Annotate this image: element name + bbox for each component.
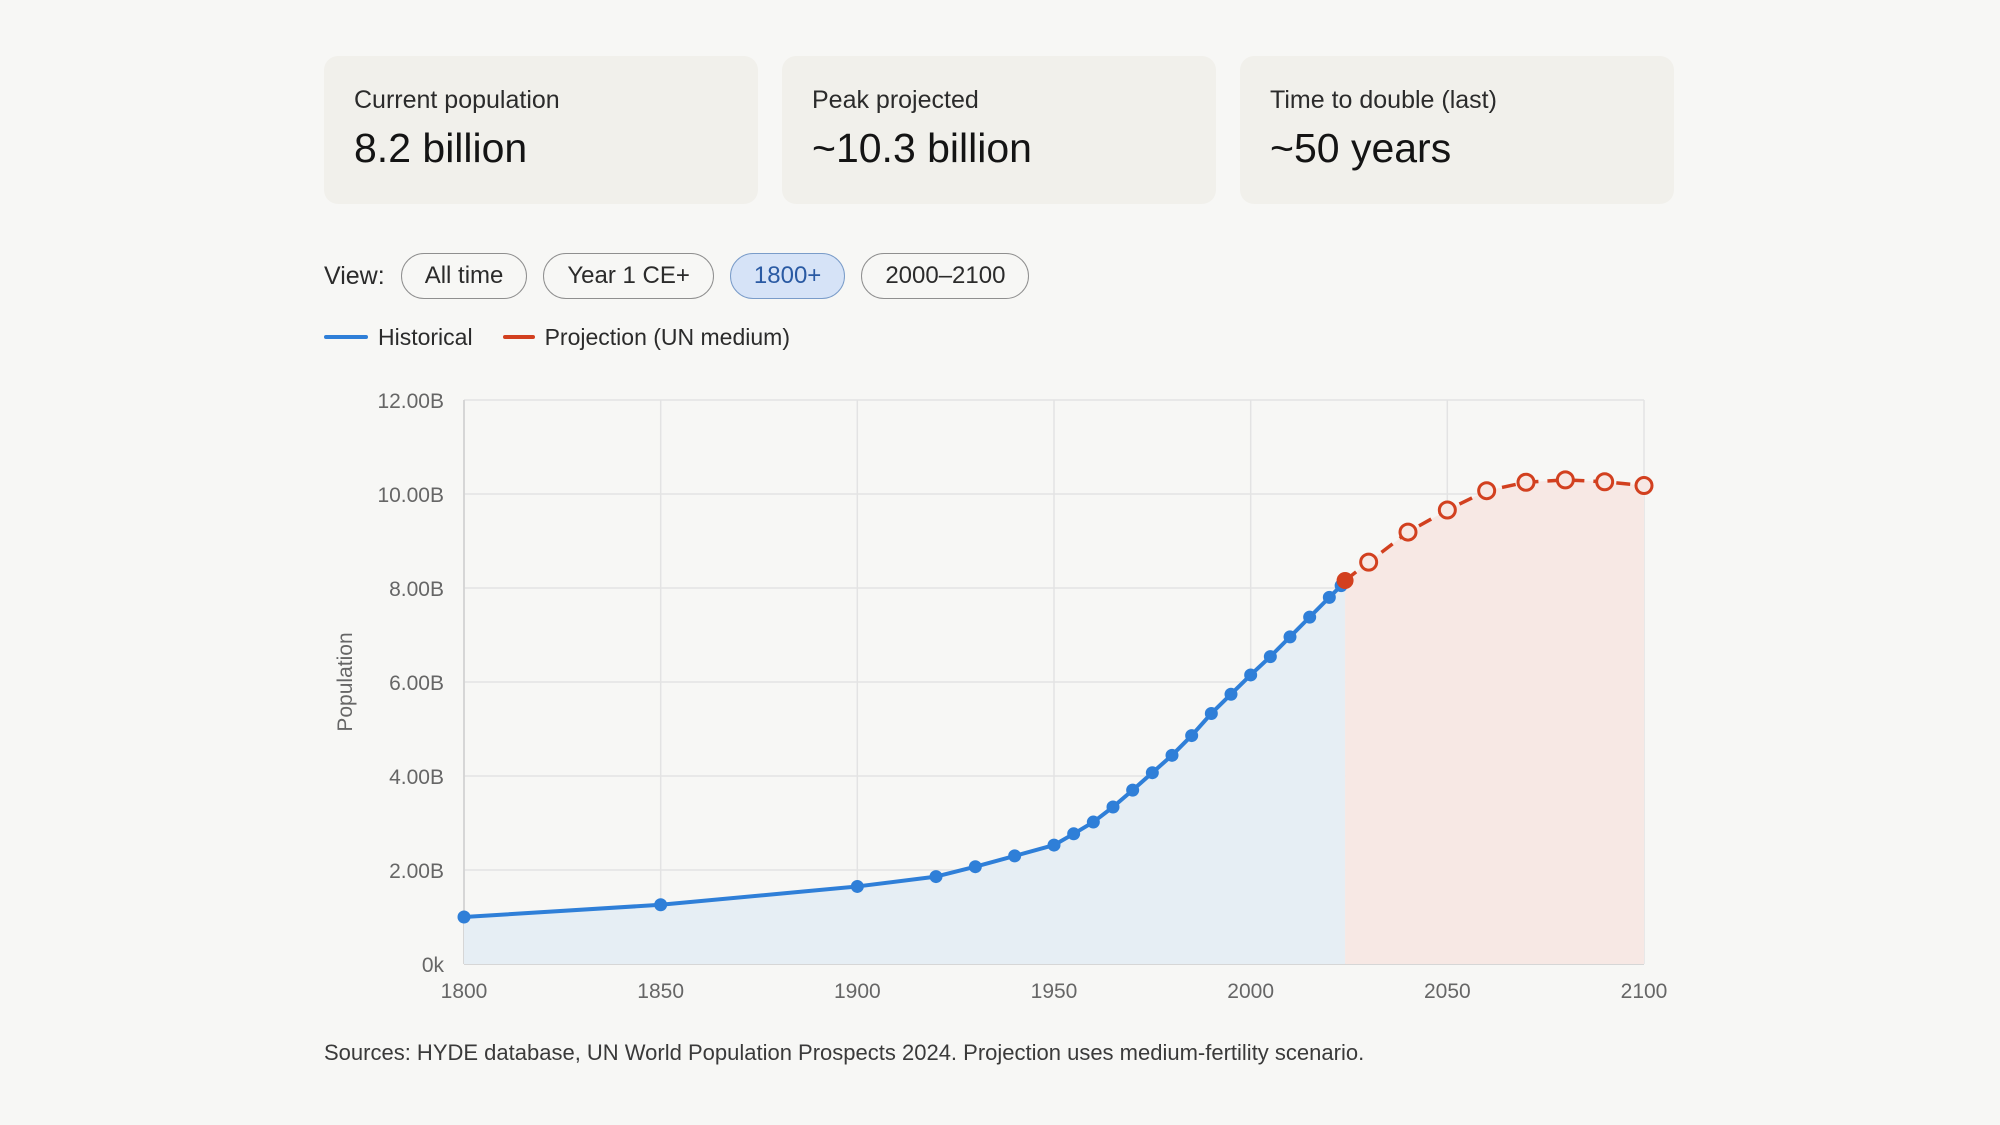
stat-label: Current population	[354, 86, 560, 114]
stat-card-current-population: Current population 8.2 billion	[324, 56, 758, 204]
historical-point	[1106, 800, 1120, 814]
sources-note: Sources: HYDE database, UN World Populat…	[324, 1040, 1365, 1065]
legend-swatch-projection	[502, 335, 535, 339]
stat-value: ~50 years	[1270, 125, 1452, 171]
view-label: View:	[324, 261, 385, 290]
historical-area-fill	[464, 580, 1346, 964]
projection-point	[1359, 552, 1379, 572]
historical-point	[929, 870, 943, 884]
x-tick-label: 2100	[1621, 980, 1668, 1003]
population-chart: 1800 1850 1900 1950 2000 2050 2100 0k 2.00B 4.00B…	[334, 390, 1668, 1003]
y-tick-label: 2.00B	[389, 860, 444, 883]
x-tick-label: 2050	[1424, 980, 1471, 1003]
historical-point	[1263, 650, 1277, 664]
chart-legend: Historical Projection (UN medium)	[324, 322, 1674, 352]
stat-value: 8.2 billion	[354, 125, 528, 171]
stat-card-peak-projected: Peak projected ~10.3 billion	[782, 56, 1216, 204]
stat-cards: Current population 8.2 billion Peak proj…	[324, 56, 1674, 204]
projection-point	[1477, 481, 1497, 501]
stat-label: Peak projected	[812, 86, 979, 114]
historical-point	[1086, 815, 1100, 829]
historical-point	[1303, 610, 1317, 624]
x-tick-label: 1900	[834, 980, 881, 1003]
view-option-2000-2100[interactable]: 2000–2100	[861, 253, 1030, 299]
view-option-all-time[interactable]: All time	[400, 253, 528, 299]
projection-point	[1437, 500, 1457, 520]
x-tick-label: 1850	[637, 980, 684, 1003]
view-option-1800[interactable]: 1800+	[729, 253, 846, 299]
legend-item-historical[interactable]: Historical	[324, 324, 473, 351]
legend-item-projection[interactable]: Projection (UN medium)	[502, 323, 790, 351]
historical-point	[1126, 783, 1140, 797]
historical-point	[850, 879, 864, 893]
y-tick-label: 0k	[422, 954, 445, 977]
y-tick-label: 10.00B	[377, 484, 444, 507]
legend-label-historical: Historical	[378, 323, 473, 350]
historical-point	[654, 898, 668, 912]
dashboard: Current population 8.2 billion Peak proj…	[324, 56, 1674, 352]
historical-point	[1008, 849, 1022, 863]
stat-value: ~10.3 billion	[812, 125, 1032, 171]
y-tick-label: 12.00B	[377, 390, 444, 413]
historical-point	[1185, 729, 1199, 743]
projection-point	[1555, 470, 1575, 490]
x-tick-label: 1800	[441, 980, 488, 1003]
legend-swatch-historical	[324, 335, 368, 339]
historical-point	[1283, 630, 1297, 644]
x-tick-label: 2000	[1227, 980, 1274, 1003]
legend-label-projection: Projection (UN medium)	[544, 323, 790, 350]
historical-point	[1322, 590, 1336, 604]
view-option-year-1-ce[interactable]: Year 1 CE+	[543, 253, 714, 299]
historical-point	[1047, 838, 1061, 852]
historical-point	[968, 860, 982, 874]
projection-point	[1595, 472, 1615, 492]
projection-point	[1336, 571, 1354, 589]
historical-point	[1224, 687, 1238, 701]
historical-point	[1204, 706, 1218, 720]
x-tick-label: 1950	[1031, 980, 1078, 1003]
view-selector: View: All time Year 1 CE+ 1800+ 2000–210…	[324, 252, 1674, 300]
y-tick-label: 4.00B	[389, 766, 444, 789]
projection-point	[1516, 472, 1536, 492]
projection-area-fill	[1345, 479, 1644, 964]
stat-card-time-to-double: Time to double (last) ~50 years	[1240, 56, 1674, 204]
historical-point	[1165, 748, 1179, 762]
historical-point	[457, 910, 471, 924]
projection-point	[1398, 522, 1418, 542]
stat-label: Time to double (last)	[1270, 86, 1497, 114]
y-axis-label: Population	[334, 632, 357, 731]
projection-point	[1634, 476, 1654, 496]
y-tick-label: 6.00B	[389, 672, 444, 695]
historical-point	[1145, 766, 1159, 780]
historical-point	[1244, 668, 1258, 682]
y-tick-label: 8.00B	[389, 578, 444, 601]
historical-point	[1067, 827, 1081, 841]
